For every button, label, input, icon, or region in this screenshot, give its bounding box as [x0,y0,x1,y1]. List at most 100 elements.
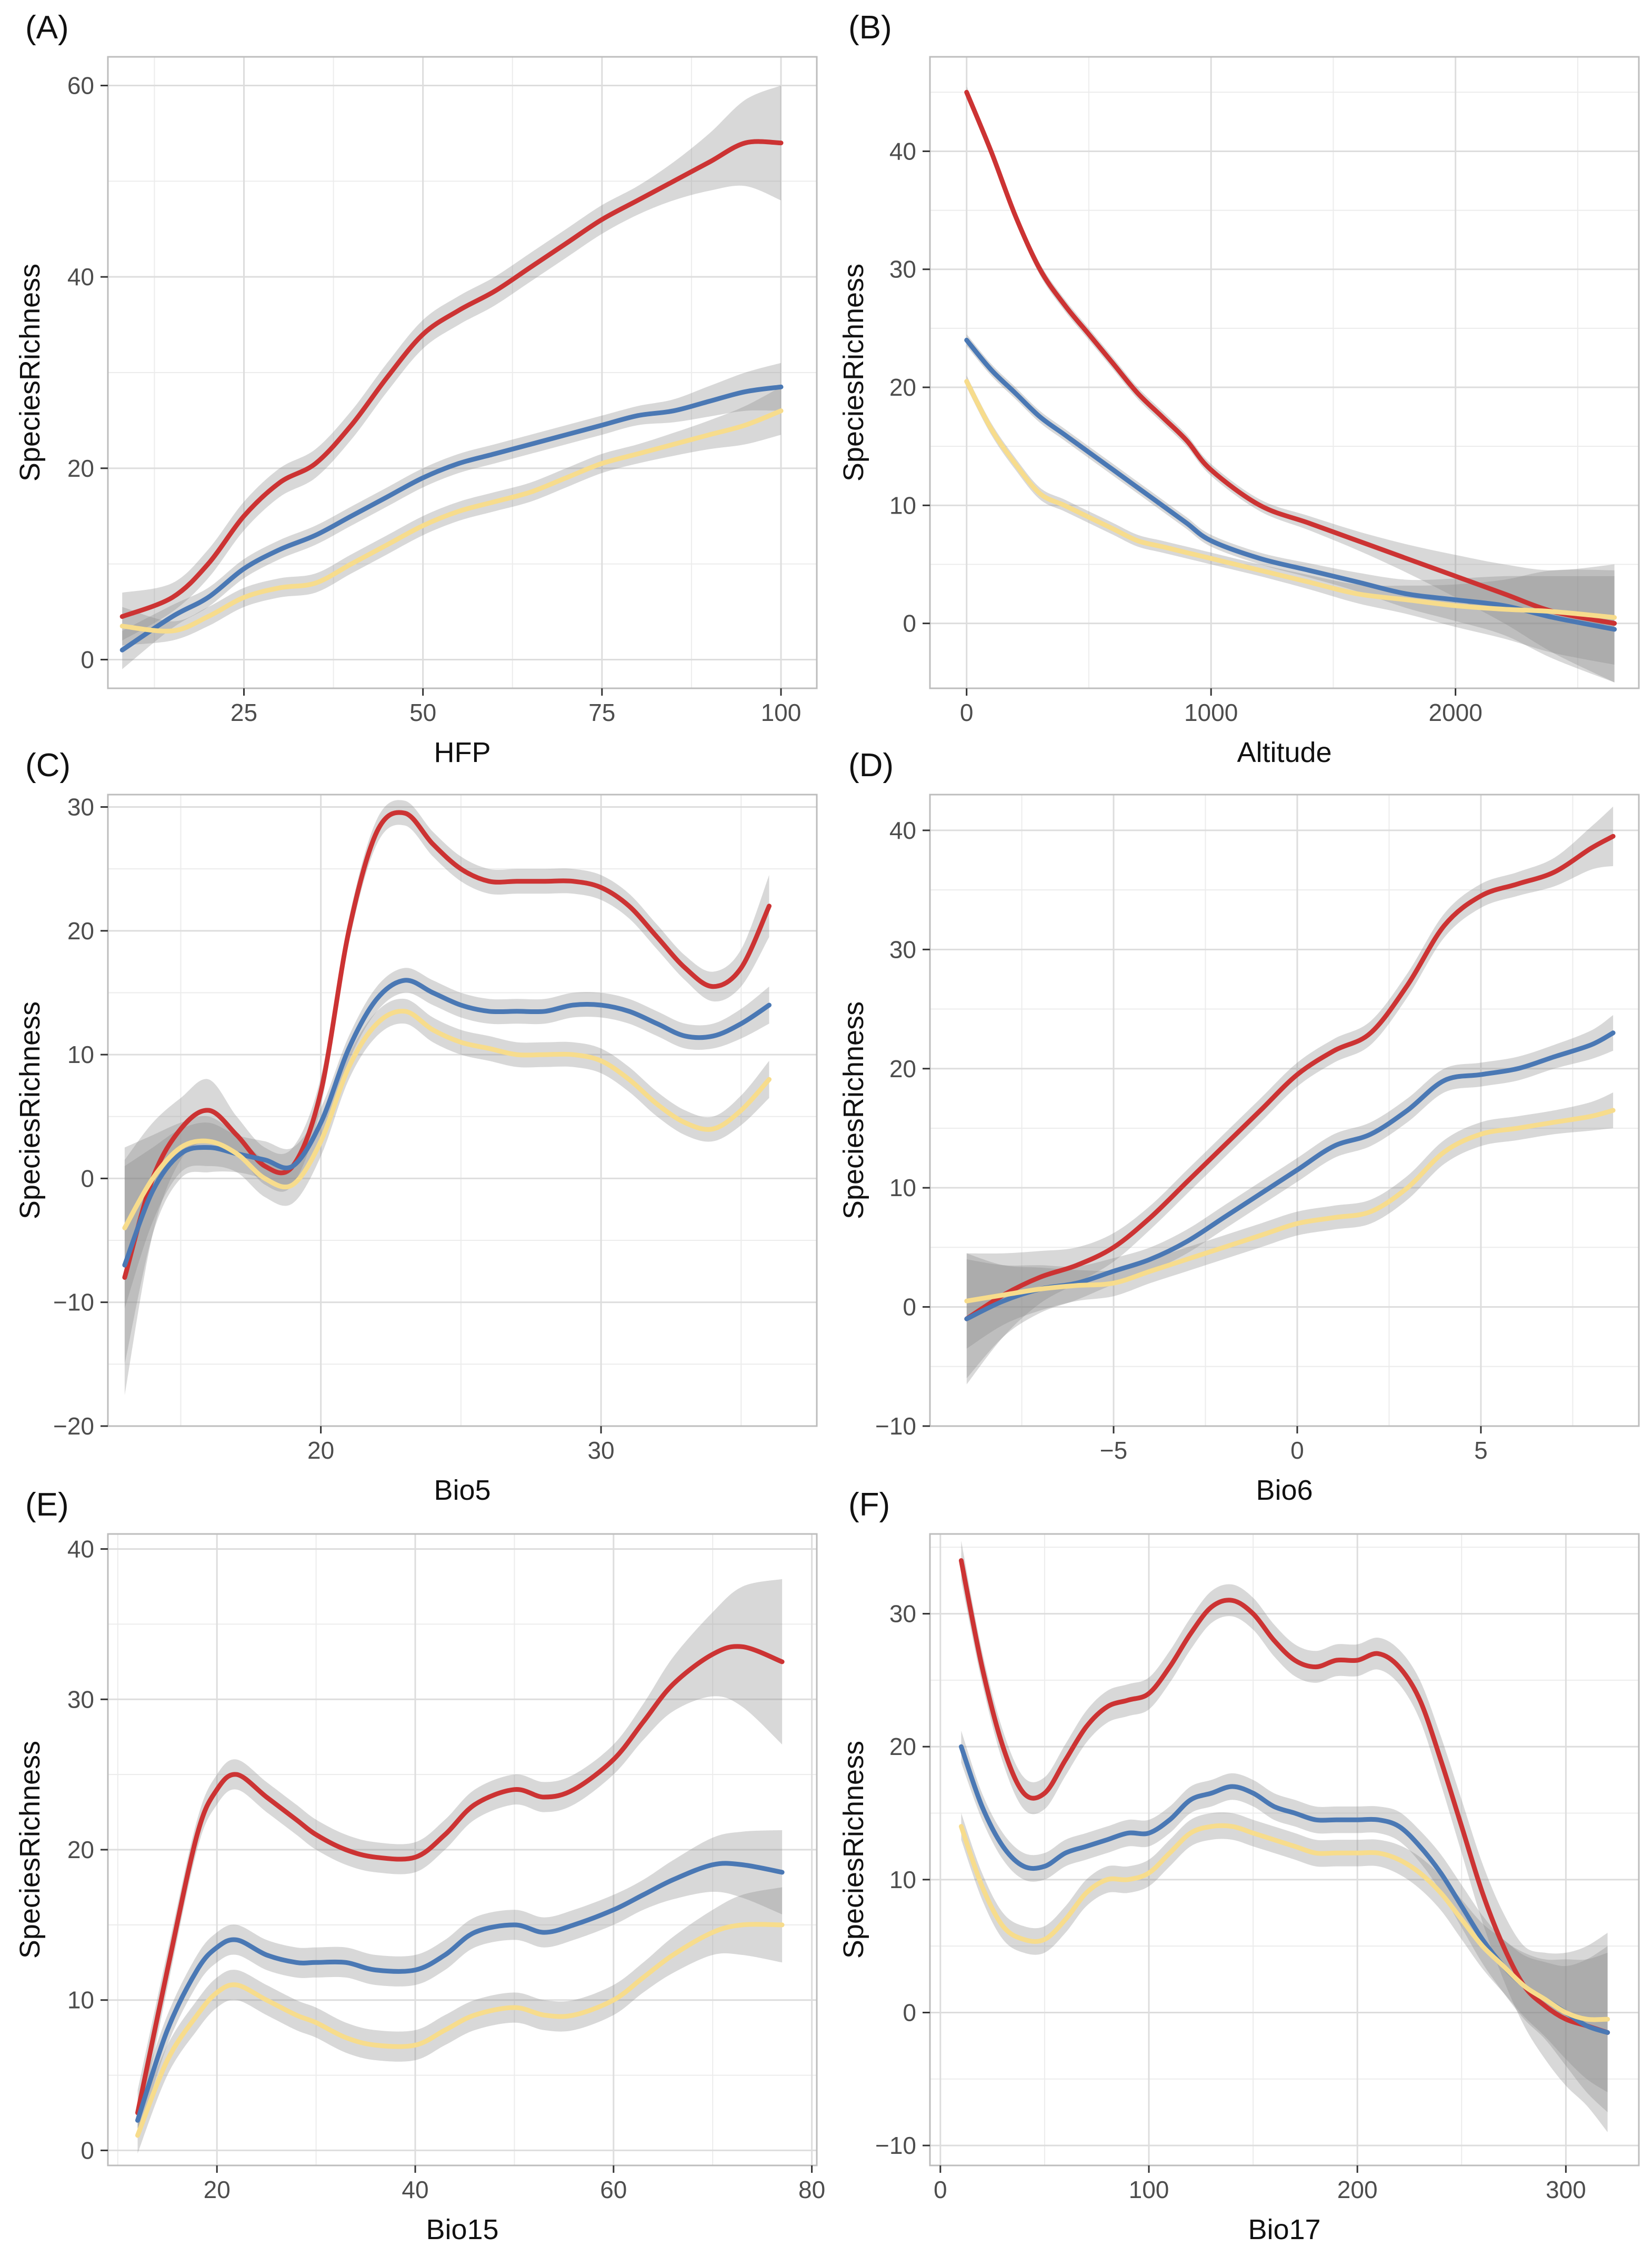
panel-a-y-tick-label: 40 [67,263,94,290]
panel-e-y-tick-label: 0 [81,2136,94,2164]
panel-f-gridlines [930,1534,1639,2165]
panel-b-x-axis-title: Altitude [1237,737,1331,768]
panel-c-x-tick-label: 30 [587,1437,614,1464]
panel-d-y-tick-label: 20 [889,1055,916,1082]
panel-f-series-blue-confidence-ribbon [961,1730,1608,2112]
panel-e-y-tick-label: 40 [67,1536,94,1563]
panel-d-y-tick-label: 30 [889,936,916,963]
panel-e-x-tick-label: 20 [204,2176,231,2203]
panel-f-y-tick-label: 0 [903,1999,916,2026]
panel-b-series-yellow-line [964,379,1617,620]
panel-c-plot-background [108,795,817,1426]
panel-c-series-yellow-confidence-ribbon [124,998,769,1309]
panel-b-series-red-confidence-ribbon [966,86,1615,683]
panel-b-x-tick-label: 2000 [1428,699,1482,726]
panel-c-x-tick-label: 20 [307,1437,334,1464]
panel-f-x-tick-label: 300 [1546,2176,1586,2203]
panel-b-series-red-line [964,89,1617,626]
panel-b-x-tick-label: 0 [960,699,974,726]
panel-c-series-blue-line [122,978,772,1268]
panel-b-y-tick-label: 20 [889,374,916,401]
panel-b: 0 1000 2000 0 10 20 30 40 Altitude SpeciesRichnes… [838,9,1640,768]
panel-a: 25 50 75 100 0 20 40 60 HFP SpeciesRichness (A) [14,9,818,768]
panel-a-x-tick-label: 100 [761,699,802,726]
panel-b-y-tick-label: 0 [903,610,916,637]
panel-e: 20 40 60 80 0 10 20 30 40 Bio15 SpeciesRichness (E) [14,1487,825,2245]
panel-f-series-yellow-line [958,1823,1610,2022]
panel-d-x-tick-label: −5 [1100,1437,1127,1464]
panel-e-y-tick-label: 10 [67,1987,94,2014]
panel-c-y-tick-label: 20 [67,917,94,945]
panel-d-y-axis-title: SpeciesRichness [838,1001,869,1219]
panel-c-series-layer [122,800,772,1396]
panel-e-x-tick-label: 80 [798,2176,825,2203]
panel-c-x-axis-title: Bio5 [434,1474,490,1506]
panel-b-series-blue-confidence-ribbon [966,334,1615,683]
panel-e-y-tick-label: 20 [67,1836,94,1863]
panel-e-x-tick-label: 60 [600,2176,627,2203]
panel-f-series-red-confidence-ribbon [961,1540,1608,2132]
panel-a-series-red-confidence-ribbon [122,85,782,641]
panel-b-series-layer [964,86,1617,683]
panel-b-letter: (B) [848,9,892,46]
panel-d-series-red-confidence-ribbon [966,806,1614,1385]
panel-f-x-axis-title: Bio17 [1248,2214,1320,2245]
panel-c-y-tick-label: −10 [53,1289,94,1316]
panel-d-y-tick-label: 40 [889,817,916,844]
panel-c-y-axis-title: SpeciesRichness [14,1001,46,1219]
panel-a-x-tick-label: 50 [409,699,436,726]
panel-f-letter: (F) [848,1487,890,1523]
panel-d-x-axis-title: Bio6 [1256,1474,1313,1506]
panel-e-y-axis-title: SpeciesRichness [14,1741,46,1959]
panel-c-y-tick-label: 10 [67,1041,94,1068]
panel-b-panel-border [929,56,1640,689]
panel-e-series-layer [135,1579,785,2154]
panel-a-series-blue-confidence-ribbon [122,363,782,669]
panel-d-series-layer [964,806,1616,1385]
panel-a-x-tick-label: 75 [588,699,615,726]
panel-d-series-yellow-confidence-ribbon [966,1092,1614,1349]
panel-c-series-red-line [122,810,772,1280]
panel-d: −5 0 5 −10 0 10 20 30 40 Bio6 SpeciesRichness (D) [838,747,1640,1506]
panel-a-series-layer [119,85,784,669]
panel-e-gridlines [108,1534,817,2165]
panel-a-panel-border [107,56,818,689]
panel-b-gridlines [930,57,1639,688]
panel-c-series-yellow-line [122,1009,772,1230]
panel-c-letter: (C) [25,747,71,784]
panel-c-y-tick-label: 0 [81,1165,94,1192]
panel-c-y-tick-label: −20 [53,1412,94,1440]
panel-d-plot-background [930,795,1639,1426]
panel-f-y-tick-label: 20 [889,1733,916,1760]
panel-d-letter: (D) [848,747,894,784]
panel-e-y-tick-label: 30 [67,1686,94,1713]
panel-b-y-tick-label: 30 [889,256,916,283]
panel-f-x-tick-label: 0 [934,2176,947,2203]
panel-f-series-red-line [958,1558,1610,2035]
panel-b-y-axis-title: SpeciesRichness [838,264,869,482]
panel-a-series-blue-line [119,384,784,653]
panel-b-plot-background [930,57,1639,688]
panel-f-x-tick-label: 100 [1129,2176,1169,2203]
panel-d-y-tick-label: −10 [875,1412,916,1440]
panel-f-plot-background [930,1534,1639,2165]
panel-d-x-tick-label: 0 [1290,1437,1304,1464]
panel-c: 20 30 −20 −10 0 10 20 30 Bio5 SpeciesRichness (C) [14,747,818,1506]
panel-e-series-yellow-line [135,1922,785,2138]
panel-d-y-tick-label: 10 [889,1174,916,1201]
panel-e-series-red-line [135,1644,785,2115]
panel-f-series-layer [958,1540,1610,2132]
panel-a-y-axis-title: SpeciesRichness [14,264,46,482]
panel-c-panel-border [107,794,818,1427]
panel-e-series-red-confidence-ribbon [137,1579,783,2135]
panel-a-series-yellow-line [119,408,784,634]
panel-a-letter: (A) [25,9,69,46]
panel-a-gridlines [108,57,817,688]
panel-d-x-tick-label: 5 [1474,1437,1488,1464]
panel-f-y-axis-title: SpeciesRichness [838,1741,869,1959]
panel-b-y-tick-label: 10 [889,491,916,519]
panel-a-y-tick-label: 0 [81,646,94,673]
panel-b-series-blue-line [964,337,1617,632]
panel-d-series-yellow-line [964,1108,1616,1303]
